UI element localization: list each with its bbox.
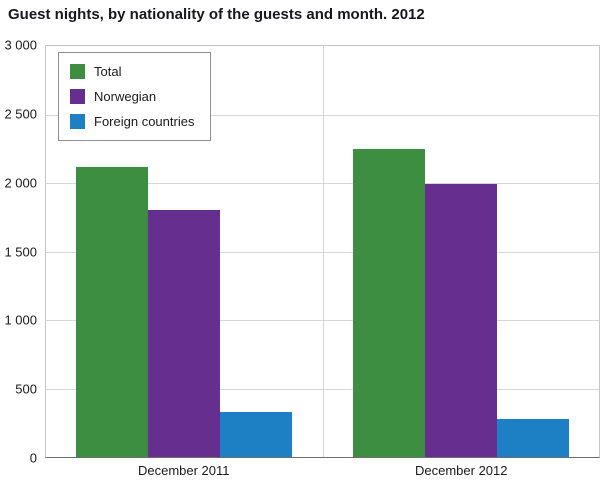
y-axis-labels: 0 500 1 000 1 500 2 000 2 500 3 000 — [0, 38, 45, 466]
y-tick-label: 1 500 — [4, 244, 37, 259]
legend-swatch-total — [70, 64, 85, 79]
y-tick-label: 3 000 — [4, 37, 37, 53]
x-axis-label-december-2011: December 2011 — [137, 463, 230, 478]
y-tick-label: 500 — [15, 381, 37, 397]
plot-area: Total Norwegian Foreign countries — [45, 45, 600, 458]
bar-group-december-2011 — [46, 46, 323, 457]
x-axis-labels: December 2011 December 2012 — [45, 463, 600, 483]
legend-label-norwegian: Norwegian — [94, 89, 157, 104]
y-tick-label: 1 000 — [4, 312, 37, 328]
y-tick-label: 2 500 — [4, 106, 37, 122]
bar-total-december-2012 — [352, 148, 425, 457]
bar-group-december-2012 — [323, 46, 600, 457]
bar-foreign-countries-december-2011 — [220, 411, 293, 457]
bar-norwegian-december-2011 — [148, 210, 221, 457]
legend-item-norwegian: Norwegian — [70, 89, 194, 104]
legend-label-total: Total — [94, 64, 122, 79]
legend-label-foreign-countries: Foreign countries — [94, 114, 195, 129]
y-tick-label: 0 — [29, 450, 37, 466]
x-axis-label-december-2012: December 2012 — [415, 463, 508, 478]
legend: Total Norwegian Foreign countries — [58, 52, 212, 141]
legend-swatch-foreign-countries — [70, 114, 85, 129]
category-separator-line — [322, 46, 324, 457]
bar-foreign-countries-december-2012 — [496, 418, 569, 457]
bar-total-december-2011 — [76, 166, 149, 457]
bar-norwegian-december-2012 — [424, 184, 497, 457]
y-tick-label: 2 000 — [4, 175, 37, 191]
legend-item-foreign-countries: Foreign countries — [70, 114, 194, 129]
legend-swatch-norwegian — [70, 89, 85, 104]
legend-item-total: Total — [70, 64, 194, 79]
chart-title: Guest nights, by nationality of the gues… — [8, 6, 425, 23]
